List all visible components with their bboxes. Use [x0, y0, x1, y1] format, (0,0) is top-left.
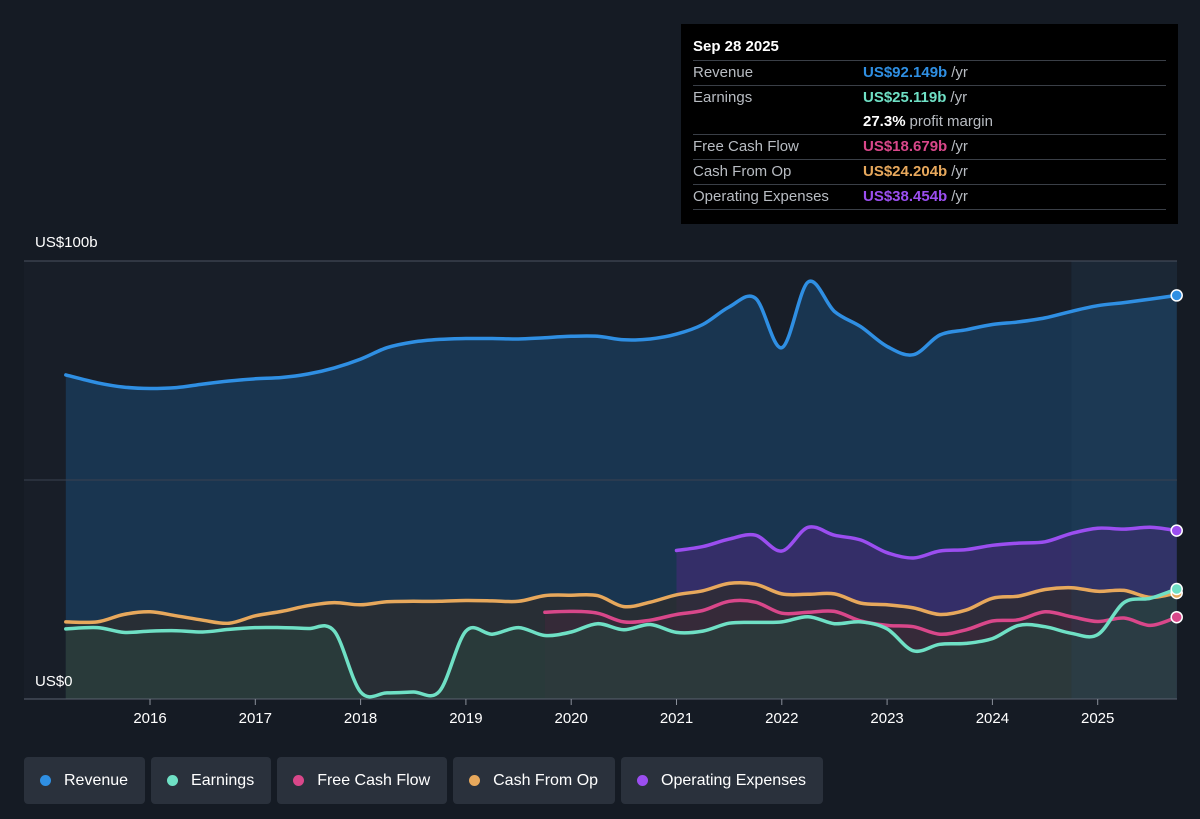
legend-item-cash-from-op[interactable]: Cash From Op	[453, 757, 616, 804]
revenue-line	[64, 279, 1179, 391]
operating-expenses-dot-icon	[637, 775, 649, 786]
legend-item-operating-expenses[interactable]: Operating Expenses	[621, 757, 824, 804]
revenue-dot-icon	[40, 775, 51, 786]
tooltip-earnings-value: US$25.119b	[863, 89, 947, 106]
x-tick-label: 2020	[555, 710, 588, 727]
tooltip-revenue-label: Revenue	[693, 64, 754, 81]
x-tick-label: 2019	[449, 710, 482, 727]
tooltip-row-earnings: Earnings US$25.119b /yr	[693, 85, 1166, 110]
tooltip-opex-value: US$38.454b	[863, 188, 948, 205]
tooltip-row-revenue: Revenue US$92.149b /yr	[693, 60, 1166, 85]
series-lines	[64, 279, 1179, 699]
tooltip-row-margin: 27.3% profit margin	[693, 110, 1166, 134]
x-tick-label: 2022	[765, 710, 798, 727]
tooltip-opex-unit: /yr	[951, 188, 968, 205]
cash-from-op-line	[64, 580, 1179, 626]
legend-item-earnings[interactable]: Earnings	[151, 757, 272, 804]
tooltip-opex-label: Operating Expenses	[693, 188, 829, 205]
tooltip-cfo-value: US$24.204b	[863, 163, 948, 180]
legend-label-revenue: Revenue	[64, 771, 129, 789]
x-tick-label: 2021	[660, 710, 693, 727]
legend-item-free-cash-flow[interactable]: Free Cash Flow	[277, 757, 448, 804]
tooltip-panel: Sep 28 2025 Revenue US$92.149b /yr Earni…	[681, 24, 1178, 224]
series-areas	[65, 281, 1177, 699]
x-tick-label: 2023	[870, 710, 903, 727]
operating-expenses-line	[674, 525, 1179, 560]
tooltip-revenue-value: US$92.149b	[863, 64, 948, 81]
tooltip-margin-value: 27.3%	[863, 113, 906, 130]
cash-from-op-dot-icon	[469, 775, 481, 786]
earnings-endpoint	[1170, 582, 1183, 596]
operating-expenses-endpoint	[1170, 524, 1183, 537]
x-tick-label: 2018	[344, 710, 377, 727]
tooltip-margin-text: profit margin	[909, 113, 993, 130]
earnings-area	[65, 589, 1177, 699]
tooltip-date: Sep 28 2025	[693, 38, 779, 55]
tooltip-row-cfo: Cash From Op US$24.204b /yr	[693, 159, 1166, 184]
revenue-endpoint	[1170, 289, 1183, 302]
free-cash-flow-dot-icon	[293, 775, 305, 786]
legend-label-cash-from-op: Cash From Op	[493, 771, 599, 789]
tooltip-fcf-unit: /yr	[951, 138, 968, 155]
x-tick-label: 2024	[976, 710, 1009, 727]
legend: Revenue Earnings Free Cash Flow Cash Fro…	[24, 757, 824, 804]
legend-label-free-cash-flow: Free Cash Flow	[317, 771, 431, 789]
legend-label-earnings: Earnings	[191, 771, 255, 789]
tooltip-revenue-unit: /yr	[951, 64, 968, 81]
tooltip-row-opex: Operating Expenses US$38.454b /yr	[693, 184, 1166, 210]
x-tick-label: 2025	[1081, 710, 1114, 727]
tooltip-cfo-unit: /yr	[951, 163, 968, 180]
y-axis-top-label: US$100b	[35, 234, 98, 251]
legend-label-operating-expenses: Operating Expenses	[661, 771, 807, 789]
tooltip-row-fcf: Free Cash Flow US$18.679b /yr	[693, 134, 1166, 159]
series-endpoints	[1170, 289, 1183, 624]
earnings-line	[64, 587, 1179, 699]
legend-item-revenue[interactable]: Revenue	[24, 757, 146, 804]
tooltip-fcf-label: Free Cash Flow	[693, 138, 799, 155]
tooltip-earnings-label: Earnings	[693, 89, 753, 106]
free-cash-flow-endpoint	[1170, 610, 1183, 624]
tooltip-fcf-value: US$18.679b	[863, 138, 948, 155]
tooltip-cfo-label: Cash From Op	[693, 163, 792, 180]
y-axis-bottom-label: US$0	[35, 673, 73, 690]
x-axis-ticks: 2016 2017 2018 2019 2020 2021 2022 2023 2024 2025	[133, 699, 1114, 727]
tooltip-earnings-unit: /yr	[950, 89, 968, 106]
x-tick-label: 2016	[133, 710, 166, 727]
earnings-dot-icon	[167, 775, 179, 786]
x-tick-label: 2017	[239, 710, 272, 727]
